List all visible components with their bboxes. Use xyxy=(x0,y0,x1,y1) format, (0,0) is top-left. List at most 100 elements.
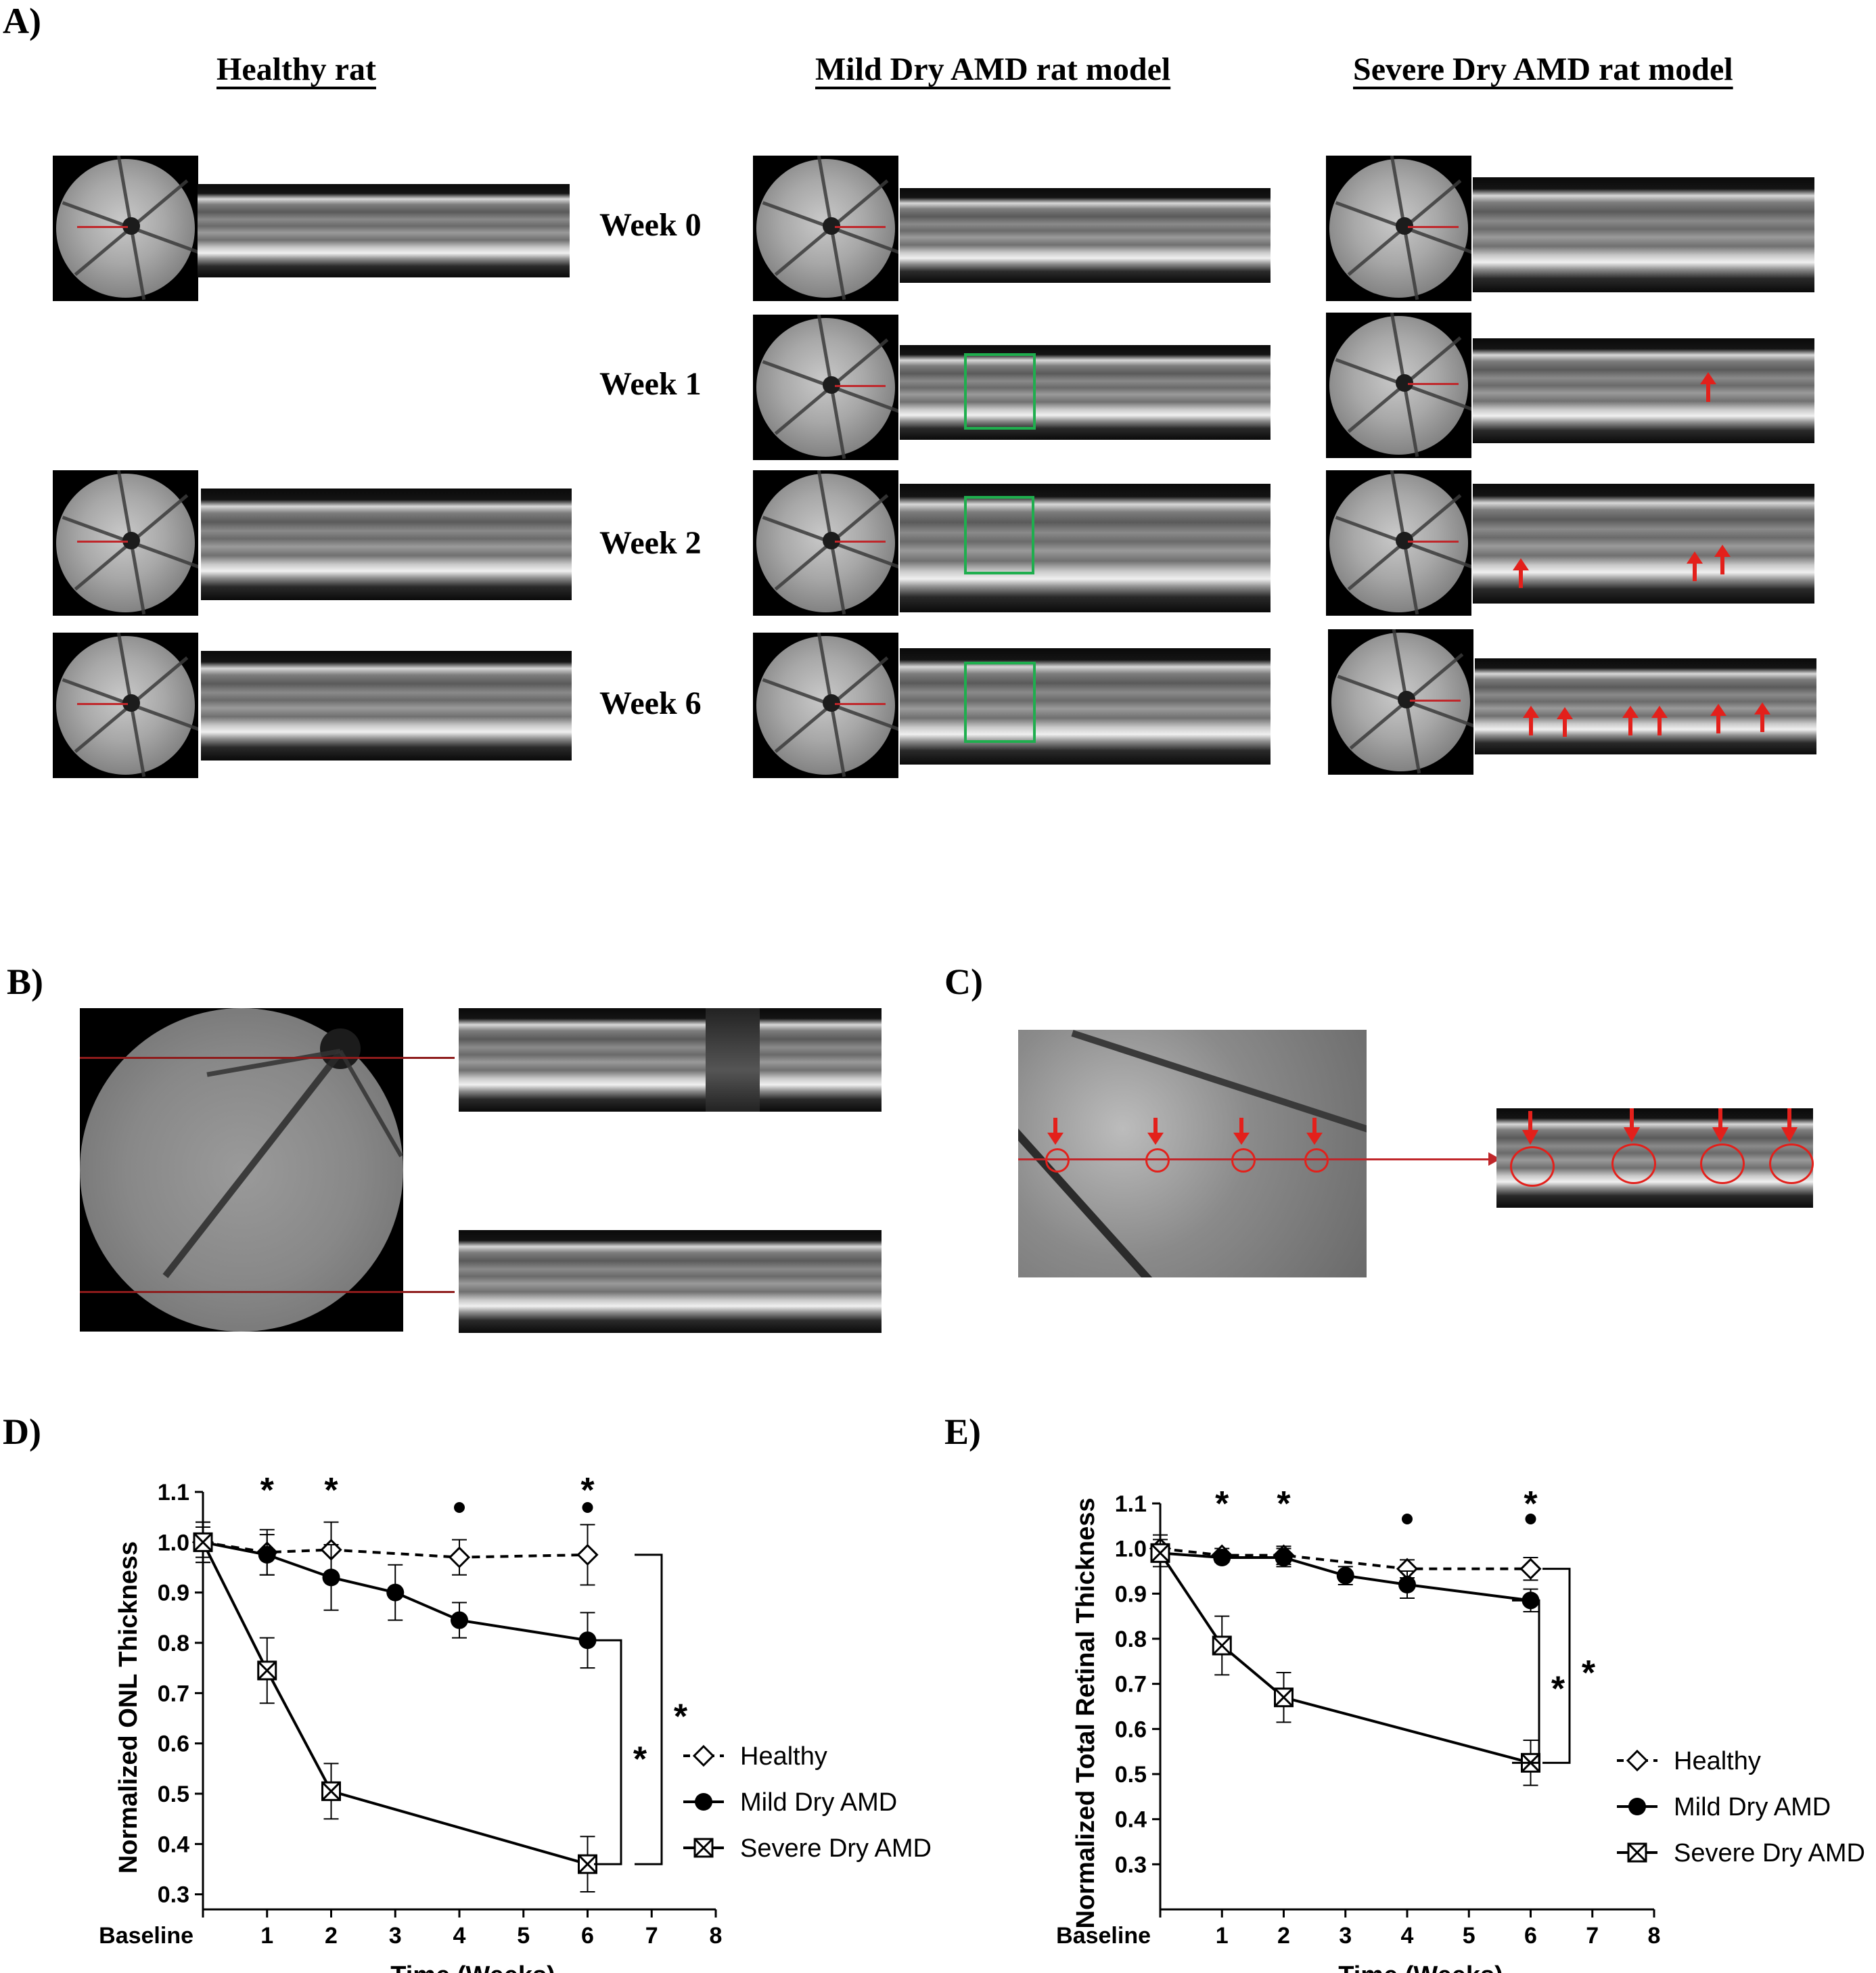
legend-marker-1 xyxy=(695,1793,712,1811)
y-tick-label: 1.0 xyxy=(1115,1537,1147,1562)
week-label-2: Week 2 xyxy=(599,525,702,561)
oct-mild-week-1 xyxy=(900,345,1271,440)
oct-severe-week-2 xyxy=(1473,484,1814,604)
data-point-s2-1-x2 xyxy=(257,1660,277,1680)
legend-marker-0 xyxy=(692,1744,715,1767)
green-roi-box-mild-3 xyxy=(964,662,1036,743)
x-tick-label: 2 xyxy=(325,1923,338,1949)
fundus-mild-week-0 xyxy=(753,156,898,301)
data-point-s2-2-x2 xyxy=(321,1782,341,1801)
y-tick-label: 0.8 xyxy=(158,1631,189,1656)
y-tick-label: 0.9 xyxy=(158,1581,189,1606)
drusen-circle-zoom-3 xyxy=(1304,1148,1329,1173)
chart-d: 0.3 0.4 0.5 0.6 0.7 0.8 0.9 1.0 1.1 Baseline 1 2 3 4 5… xyxy=(99,1471,932,1973)
y-tick-label: 0.9 xyxy=(1115,1581,1147,1607)
x-tick-label: Baseline xyxy=(1056,1923,1151,1949)
scan-connector-c xyxy=(1367,1158,1498,1160)
bracket-star-0: * xyxy=(1551,1669,1565,1708)
significance-star: * xyxy=(324,1471,338,1510)
scan-connector-top xyxy=(403,1057,455,1059)
y-tick-label: 0.4 xyxy=(158,1832,189,1857)
fundus-mild-week-3 xyxy=(753,633,898,778)
y-tick-label: 1.1 xyxy=(1115,1491,1147,1517)
x-tick-label: 4 xyxy=(1401,1923,1414,1949)
oct-mild-week-0 xyxy=(900,188,1271,283)
significance-star: * xyxy=(580,1471,595,1510)
bracket-1 xyxy=(1542,1568,1571,1764)
x-tick-label: 6 xyxy=(1524,1923,1537,1949)
significance-star: * xyxy=(1215,1484,1229,1524)
series-line-0 xyxy=(1160,1547,1531,1570)
x-tick-label: 1 xyxy=(1216,1923,1229,1949)
drusen-circle-zoom-0 xyxy=(1045,1148,1070,1173)
data-point-s1-1 xyxy=(1213,1549,1231,1566)
significance-dot xyxy=(1402,1514,1413,1524)
legend-label-1: Mild Dry AMD xyxy=(740,1788,897,1817)
panel-label-d: D) xyxy=(3,1411,41,1452)
significance-dot xyxy=(1525,1514,1536,1524)
panel-label-a: A) xyxy=(3,1,41,41)
drusen-circle-zoom-1 xyxy=(1145,1148,1170,1173)
x-axis-label: Time (Weeks) xyxy=(390,1961,555,1973)
y-tick-label: 0.7 xyxy=(1115,1672,1147,1698)
series-line-1 xyxy=(1160,1551,1531,1602)
legend-label-2: Severe Dry AMD xyxy=(1674,1839,1865,1867)
data-point-s0-4 xyxy=(1519,1558,1542,1580)
x-tick-label: 6 xyxy=(581,1923,594,1949)
week-label-0: Week 0 xyxy=(599,207,702,243)
legend-label-1: Mild Dry AMD xyxy=(1674,1793,1831,1821)
fundus-mild-week-2 xyxy=(753,470,898,616)
series-line-2 xyxy=(1159,1552,1532,1765)
y-tick-label: 1.1 xyxy=(158,1480,189,1505)
oct-severe-week-1 xyxy=(1473,338,1814,443)
y-tick-label: 0.6 xyxy=(158,1731,189,1757)
x-axis-label: Time (Weeks) xyxy=(1338,1961,1503,1973)
data-point-s1-5 xyxy=(578,1631,597,1650)
significance-star: * xyxy=(260,1471,275,1510)
legend-marker-2-x2 xyxy=(693,1838,714,1858)
x-tick-label: 2 xyxy=(1277,1923,1290,1949)
y-tick-label: 0.6 xyxy=(1115,1717,1147,1742)
data-point-s2-0-x2 xyxy=(1150,1543,1170,1563)
oct-mild-week-2 xyxy=(900,484,1271,612)
data-point-s1-2 xyxy=(322,1568,340,1587)
fundus-severe-week-1 xyxy=(1326,313,1471,458)
data-point-s1-3 xyxy=(386,1583,405,1602)
fundus-mild-week-1 xyxy=(753,315,898,460)
significance-star: * xyxy=(1277,1484,1291,1524)
data-point-s2-0-x2 xyxy=(193,1533,213,1552)
y-axis-label: Normalized ONL Thickness xyxy=(114,1541,143,1874)
legend-label-2: Severe Dry AMD xyxy=(740,1834,932,1863)
scan-connector-bottom xyxy=(403,1291,455,1293)
column-title-severe: Severe Dry AMD rat model xyxy=(1353,51,1733,87)
fundus-severe-week-3 xyxy=(1328,629,1473,775)
oct-scan-b-top xyxy=(459,1008,882,1112)
significance-dot xyxy=(454,1502,465,1513)
oct-scan-b-bottom xyxy=(459,1230,882,1333)
oct-healthy-week-0 xyxy=(198,184,570,277)
bracket-0 xyxy=(1512,1599,1540,1764)
x-tick-label: 4 xyxy=(453,1923,466,1949)
y-tick-label: 0.3 xyxy=(158,1882,189,1908)
drusen-circle-zoom-2 xyxy=(1231,1148,1256,1173)
bracket-star-1: * xyxy=(674,1698,688,1737)
fundus-healthy-week-2 xyxy=(53,470,198,616)
x-tick-label: 8 xyxy=(1648,1923,1661,1949)
oct-severe-week-0 xyxy=(1473,177,1814,292)
panel-label-b: B) xyxy=(7,961,43,1002)
y-tick-label: 0.5 xyxy=(158,1782,189,1807)
fundus-healthy-week-0 xyxy=(53,156,198,301)
data-point-s1-3 xyxy=(1336,1566,1354,1585)
oct-healthy-week-2 xyxy=(201,489,572,600)
oct-mild-week-3 xyxy=(900,648,1271,765)
legend-marker-0 xyxy=(1626,1749,1649,1772)
y-tick-label: 0.3 xyxy=(1115,1852,1147,1878)
x-tick-label: 1 xyxy=(260,1923,273,1949)
green-roi-box-mild-2 xyxy=(964,496,1034,574)
bracket-star-1: * xyxy=(1582,1654,1596,1693)
y-tick-label: 1.0 xyxy=(158,1530,189,1556)
x-tick-label: 8 xyxy=(710,1923,723,1949)
data-point-s0-4 xyxy=(576,1543,599,1566)
series-line-1 xyxy=(202,1541,588,1642)
x-tick-label: 7 xyxy=(1586,1923,1599,1949)
